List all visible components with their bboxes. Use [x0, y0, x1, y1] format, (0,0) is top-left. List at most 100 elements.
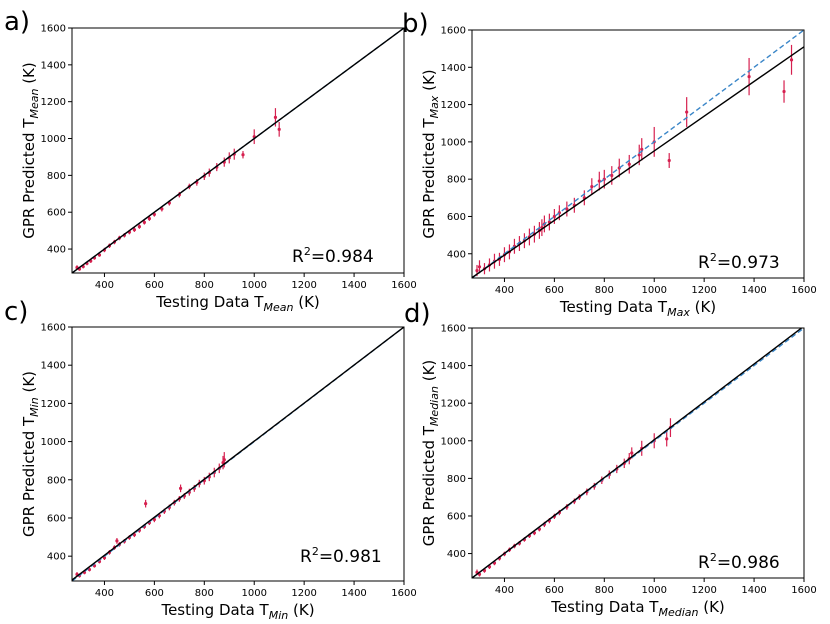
- y-tick-label: 1000: [41, 437, 66, 448]
- y-tick-label: 600: [47, 208, 66, 219]
- data-point: [273, 115, 278, 119]
- y-axis-label: GPR Predicted TMean (K): [20, 62, 41, 239]
- data-point: [640, 147, 644, 151]
- y-tick-label: 1200: [41, 97, 66, 108]
- data-point: [102, 556, 107, 560]
- x-axis-label: Testing Data TMean (K): [155, 293, 320, 314]
- y-tick-label: 1600: [441, 26, 466, 37]
- panel-label: d): [404, 299, 431, 329]
- y-tick-label: 800: [447, 474, 466, 485]
- data-point: [142, 220, 146, 224]
- y-tick-label: 1200: [441, 399, 466, 410]
- data-point: [552, 214, 556, 219]
- x-tick-label: 1200: [691, 285, 716, 296]
- data-point: [782, 89, 786, 94]
- axes-frame: [71, 326, 405, 582]
- data-point: [115, 539, 119, 543]
- axes-frame: [71, 27, 405, 274]
- plot-area: [472, 328, 804, 578]
- x-tick-label: 1400: [741, 285, 766, 296]
- fit-line: [72, 327, 404, 581]
- x-tick-label: 1000: [241, 588, 266, 599]
- x-tick-label: 400: [495, 585, 514, 596]
- y-tick-label: 1400: [441, 63, 466, 74]
- x-axis-label: Testing Data TMedian (K): [550, 598, 725, 619]
- data-point: [277, 127, 281, 131]
- x-tick-label: 800: [195, 280, 214, 291]
- x-tick-label: 800: [195, 588, 214, 599]
- plot-area: [472, 30, 804, 278]
- y-tick-label: 1600: [41, 24, 66, 35]
- x-tick-label: 1400: [741, 585, 766, 596]
- x-tick-label: 800: [595, 585, 614, 596]
- data-point: [747, 75, 751, 79]
- data-point: [132, 228, 137, 232]
- x-tick-label: 600: [545, 285, 564, 296]
- y-tick-label: 800: [47, 171, 66, 182]
- x-tick-label: 400: [95, 588, 114, 599]
- x-tick-label: 600: [145, 588, 164, 599]
- data-point: [137, 224, 141, 229]
- data-point: [667, 158, 671, 163]
- y-tick-label: 1400: [41, 60, 66, 71]
- panel-label: b): [402, 9, 429, 39]
- plot-area: [72, 28, 404, 273]
- x-tick-label: 400: [95, 280, 114, 291]
- x-tick-label: 1200: [691, 585, 716, 596]
- data-point: [147, 217, 151, 221]
- chart-panel: b) 400 600 800 1000 1200 1400 1600 400 600 800 1000…: [402, 9, 817, 319]
- data-point: [475, 268, 479, 273]
- ideal-line: [472, 328, 804, 578]
- r-squared-label: R2=0.981: [300, 545, 382, 567]
- x-tick-label: 1600: [391, 280, 416, 291]
- y-tick-label: 400: [47, 552, 66, 563]
- axes-frame: [471, 29, 805, 279]
- data-point: [222, 458, 226, 462]
- data-point: [477, 265, 482, 269]
- data-point: [144, 502, 148, 506]
- data-point: [627, 162, 631, 166]
- y-tick-label: 1600: [41, 323, 66, 334]
- x-tick-label: 1000: [241, 280, 266, 291]
- data-point: [630, 451, 634, 455]
- fit-line: [472, 328, 803, 578]
- x-axis-label: Testing Data TMax (K): [559, 298, 716, 319]
- y-tick-label: 600: [447, 212, 466, 223]
- x-tick-label: 400: [495, 285, 514, 296]
- axes-frame: [471, 327, 805, 579]
- x-tick-label: 1200: [291, 588, 316, 599]
- x-tick-label: 1600: [791, 585, 816, 596]
- y-tick-label: 1000: [441, 137, 466, 148]
- y-tick-label: 800: [447, 175, 466, 186]
- data-point: [132, 533, 137, 537]
- r-squared-label: R2=0.984: [292, 245, 374, 267]
- data-point: [637, 153, 641, 157]
- data-point: [178, 486, 183, 490]
- y-tick-label: 1400: [41, 361, 66, 372]
- y-tick-label: 400: [47, 245, 66, 256]
- x-tick-label: 1400: [341, 588, 366, 599]
- chart-panel: c) 400 600 800 1000 1200 1400 1600 400 600 800 1000…: [4, 297, 417, 622]
- x-tick-label: 1000: [641, 585, 666, 596]
- data-point: [565, 207, 569, 211]
- y-tick-label: 1000: [441, 436, 466, 447]
- y-tick-label: 400: [447, 549, 466, 560]
- x-tick-label: 1000: [641, 285, 666, 296]
- x-tick-label: 1600: [791, 285, 816, 296]
- x-axis-label: Testing Data TMin (K): [160, 601, 314, 622]
- ideal-line: [472, 30, 804, 278]
- chart-panel: a) 400 600 800 1000 1200 1400 1600 400 600 800 1000…: [4, 7, 417, 314]
- r-squared-label: R2=0.986: [698, 551, 780, 573]
- r-squared-label: R2=0.973: [698, 251, 780, 273]
- y-tick-label: 1400: [441, 361, 466, 372]
- x-tick-label: 600: [545, 585, 564, 596]
- y-axis-label: GPR Predicted TMedian (K): [420, 360, 441, 547]
- panel-label: c): [4, 297, 28, 327]
- data-point: [685, 110, 689, 114]
- panel-label: a): [4, 7, 30, 37]
- y-tick-label: 1200: [441, 100, 466, 111]
- data-point: [610, 173, 614, 178]
- x-tick-label: 1600: [391, 588, 416, 599]
- x-tick-label: 1200: [291, 280, 316, 291]
